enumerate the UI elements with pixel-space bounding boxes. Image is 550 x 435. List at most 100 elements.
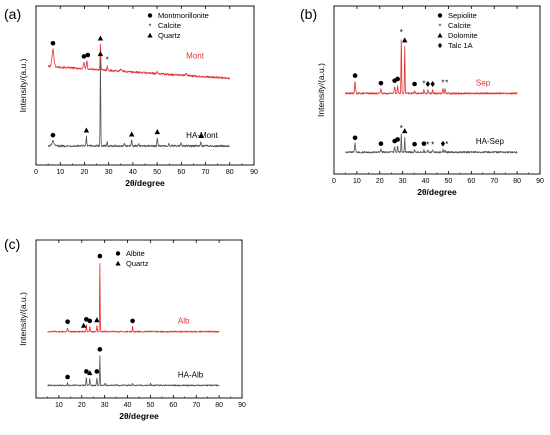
series-line — [47, 355, 220, 387]
x-tick-label: 90 — [536, 178, 544, 185]
series-Mont: * Mont — [47, 35, 231, 80]
peak-marker-circle — [378, 141, 384, 146]
peak-marker-circle — [81, 54, 87, 59]
legend-entry: Quartz — [126, 259, 149, 268]
x-tick-label: 40 — [129, 169, 137, 176]
series-name-label: HA-Mont — [186, 131, 218, 140]
x-tick-label: 20 — [376, 178, 384, 185]
peak-marker-triangle — [80, 322, 87, 328]
legend-triangle-icon — [147, 32, 153, 38]
series-name-label: Sep — [476, 78, 491, 87]
peak-marker-star: * — [445, 140, 448, 149]
legend-star-icon: * — [149, 22, 152, 31]
series-line — [345, 133, 518, 154]
peak-marker-diamond — [430, 81, 435, 87]
peak-marker-circle — [87, 318, 93, 324]
peak-marker-circle — [130, 318, 135, 324]
plot-frame — [35, 5, 255, 166]
x-tick-label: 10 — [56, 169, 64, 176]
series-HA-Alb: HA-Alb — [47, 347, 220, 387]
peak-marker-triangle — [154, 129, 161, 135]
peak-marker-star: * — [441, 78, 444, 87]
legend-entry: Dolomite — [448, 31, 478, 40]
series-Alb: Alb — [47, 253, 220, 333]
legend-circle-icon — [115, 251, 121, 256]
peak-marker-circle — [97, 253, 103, 259]
series-Sep: ** * * Sep — [345, 28, 518, 95]
plot-frame — [333, 5, 541, 175]
x-axis-ticks: 0 10 20 30 40 50 60 70 80 90 — [34, 6, 258, 176]
x-axis-ticks: 10 20 30 40 50 60 70 80 90 — [47, 240, 246, 409]
legend-entry: Calcite — [448, 21, 471, 30]
x-tick-label: 70 — [202, 169, 210, 176]
x-tick-label: 40 — [124, 402, 132, 409]
x-tick-label: 20 — [78, 402, 86, 409]
legend-star-icon: * — [439, 22, 442, 31]
x-tick-label: 80 — [215, 402, 223, 409]
x-tick-label: 0 — [332, 178, 336, 185]
peak-marker-star: * — [106, 56, 109, 65]
legend-entry: Sepiolite — [448, 11, 477, 20]
peak-marker-star: * — [431, 140, 434, 149]
peak-marker-triangle — [97, 51, 104, 57]
x-tick-label: 80 — [226, 169, 234, 176]
y-axis-title: Intensity/(a.u.) — [316, 63, 326, 117]
peak-marker-circle — [378, 80, 384, 86]
x-tick-label: 70 — [490, 178, 498, 185]
x-tick-label: 0 — [34, 169, 38, 176]
x-tick-label: 80 — [513, 178, 521, 185]
peak-marker-triangle — [198, 133, 204, 139]
peak-marker-star: * — [422, 79, 425, 88]
legend-entry: Talc 1A — [448, 41, 473, 50]
series-name-label: HA-Alb — [178, 370, 204, 379]
series-line — [47, 59, 231, 148]
x-axis-title: 2θ/degree — [119, 411, 159, 421]
x-tick-label: 60 — [177, 169, 185, 176]
legend-entry: Albite — [126, 249, 145, 258]
peak-marker-star: * — [400, 28, 403, 37]
peak-marker-circle — [50, 132, 56, 138]
peak-marker-circle — [97, 347, 103, 352]
legend-diamond-icon — [438, 42, 442, 49]
peak-marker-triangle — [401, 128, 408, 134]
x-tick-label: 10 — [55, 402, 63, 409]
x-axis-ticks: 0 10 20 30 40 50 60 70 80 90 — [332, 6, 544, 185]
x-tick-label: 70 — [192, 402, 200, 409]
x-tick-label: 60 — [169, 402, 177, 409]
peak-marker-triangle — [128, 131, 135, 137]
panel-label: (b) — [300, 6, 317, 22]
peak-marker-circle — [412, 81, 417, 87]
panel-1: (b) 0 10 20 30 40 50 60 70 80 90 2θ/degree Intensity… — [300, 5, 544, 197]
peak-marker-triangle — [97, 35, 104, 41]
peak-marker-circle — [84, 317, 89, 322]
x-tick-label: 30 — [101, 402, 109, 409]
peak-marker-triangle — [94, 317, 100, 323]
legend-entry: Quartz — [158, 31, 181, 40]
series-name-label: Alb — [178, 317, 190, 326]
legend-triangle-icon — [437, 32, 443, 38]
peak-marker-circle — [94, 369, 100, 374]
x-tick-label: 50 — [147, 402, 155, 409]
y-axis-title: Intensity/(a.u.) — [18, 58, 28, 112]
panel-2: (c) 10 20 30 40 50 60 70 80 90 2θ/degree Intensity/… — [4, 236, 246, 421]
x-axis-title: 2θ/degree — [125, 178, 165, 188]
x-tick-label: 50 — [153, 169, 161, 176]
x-tick-label: 90 — [238, 402, 246, 409]
peak-marker-circle — [65, 374, 70, 380]
x-tick-label: 50 — [445, 178, 453, 185]
peak-marker-star: * — [400, 124, 403, 133]
peak-marker-triangle — [83, 127, 90, 133]
series-HA-Sep: ** * * HA-Sep — [345, 124, 518, 154]
legend-entry: Calcite — [158, 21, 181, 30]
legend-circle-icon — [147, 13, 153, 18]
x-tick-label: 20 — [81, 169, 89, 176]
panel-label: (c) — [4, 236, 20, 252]
series-line — [345, 39, 518, 95]
series-name-label: Mont — [186, 51, 205, 60]
peak-marker-circle — [412, 141, 417, 147]
x-tick-label: 30 — [105, 169, 113, 176]
peak-marker-triangle — [87, 370, 93, 376]
